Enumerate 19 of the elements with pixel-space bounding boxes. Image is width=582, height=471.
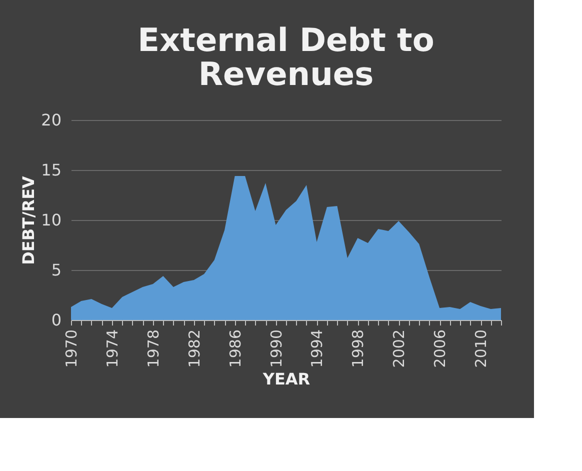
chart-title: External Debt to Revenues xyxy=(138,21,434,93)
x-axis-title: YEAR xyxy=(262,370,310,389)
x-tick-label: 1998 xyxy=(349,330,368,368)
y-tick-label: 5 xyxy=(51,260,62,280)
y-tick-label: 0 xyxy=(51,310,62,330)
x-tick-label: 1982 xyxy=(185,330,204,368)
y-tick-label: 20 xyxy=(41,110,62,130)
y-tick-label: 10 xyxy=(41,210,62,230)
y-axis-title: DEBT/REV xyxy=(19,175,38,265)
x-tick-label: 1986 xyxy=(226,330,244,368)
x-tick-label: 2006 xyxy=(431,330,450,368)
y-tick-label: 15 xyxy=(41,160,62,180)
x-tick-label: 1974 xyxy=(103,330,122,368)
x-tick-label: 2002 xyxy=(390,330,408,368)
x-tick-label: 1994 xyxy=(308,330,326,368)
x-tick-label: 1990 xyxy=(267,330,286,368)
x-tick-label: 1970 xyxy=(62,330,80,368)
x-tick-label: 1978 xyxy=(144,330,162,368)
x-tick-label: 2010 xyxy=(472,330,490,368)
